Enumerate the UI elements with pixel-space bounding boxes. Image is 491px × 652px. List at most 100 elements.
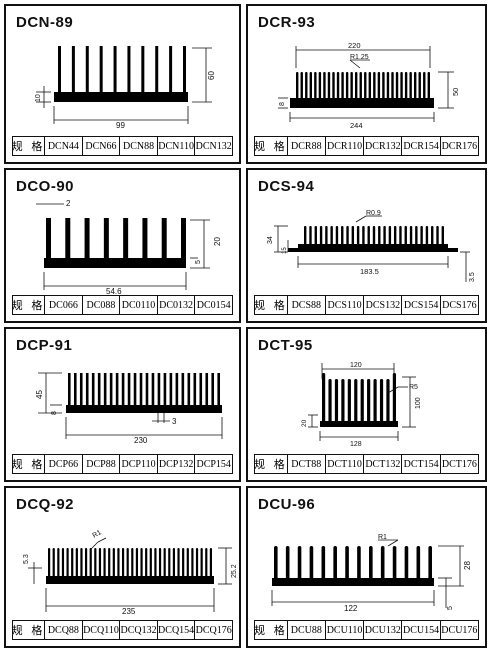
fin	[334, 379, 339, 423]
dim-base: 5.3	[23, 554, 30, 564]
fin	[131, 548, 134, 578]
fin	[392, 546, 397, 580]
dim-base: 5	[447, 606, 454, 610]
fin	[423, 72, 426, 100]
model-cell: DCU176	[439, 621, 478, 639]
fin	[309, 226, 312, 246]
fin	[211, 373, 215, 407]
model-cell: DCR176	[439, 137, 478, 155]
fin	[200, 548, 203, 578]
fin	[304, 226, 307, 246]
spec-label: 规 格	[255, 459, 287, 471]
heatsink-profile	[290, 72, 434, 108]
dim-width: 122	[344, 604, 358, 613]
dim-height: 25.2	[231, 564, 238, 578]
dim-height: 20	[213, 237, 222, 246]
fin	[386, 72, 390, 100]
profile-drawing: R1 235 25.2 5.3	[23, 529, 238, 616]
dim-base: 5	[195, 260, 202, 264]
fin	[97, 373, 101, 407]
fin	[436, 226, 439, 246]
fin	[79, 373, 83, 407]
fin	[168, 548, 171, 578]
fin	[420, 226, 423, 246]
model-cell: DC088	[81, 296, 120, 314]
fin	[186, 548, 189, 578]
fin	[89, 548, 92, 578]
fin	[85, 373, 89, 407]
panel-title: DCR-93	[258, 14, 316, 31]
fin	[347, 379, 351, 423]
fin	[404, 226, 407, 246]
fin	[391, 72, 394, 100]
dim-height: 50	[451, 88, 460, 96]
fin	[52, 548, 55, 578]
model-cell: DCS110	[324, 296, 363, 314]
fin	[380, 546, 385, 580]
fin	[183, 46, 186, 94]
model-cell: DC0110	[119, 296, 157, 314]
model-cell: DCP132	[156, 455, 195, 473]
fin	[274, 546, 278, 580]
fin	[368, 72, 372, 100]
fin	[127, 46, 131, 94]
heatsink-profile	[44, 218, 186, 268]
spec-label: 规 格	[13, 625, 45, 637]
fin	[382, 72, 385, 100]
fin	[85, 46, 89, 94]
fin	[413, 72, 417, 100]
spec-label: 规 格	[13, 141, 45, 153]
dim-height: 34	[267, 236, 274, 244]
model-cell: DCQ110	[81, 621, 120, 639]
heatsink-profile	[320, 373, 398, 427]
fin	[341, 226, 344, 246]
fin	[57, 548, 60, 578]
fin	[99, 46, 103, 94]
profile-drawing: 220 R1.25 244 50 8	[278, 41, 460, 130]
heatsink-profile	[272, 546, 434, 586]
fin	[195, 548, 199, 578]
fin	[84, 548, 88, 578]
dim-width: 230	[134, 436, 148, 445]
fin	[205, 373, 209, 407]
model-cell: DCS88	[286, 296, 325, 314]
dim-height: 100	[415, 397, 422, 409]
model-cell: DCN110	[156, 137, 195, 155]
panel-dco-90: DCO-90 2 54.6 20 5 规 格 DC066 DC088 DC011…	[4, 168, 241, 323]
model-cell: DCU154	[401, 621, 439, 639]
spec-row: 规 格 DCN44 DCN66 DCN88 DCN110 DCN132	[12, 136, 233, 156]
fin	[103, 218, 109, 260]
dim-bottom: 128	[350, 441, 362, 448]
fin	[142, 218, 148, 260]
fin	[367, 379, 371, 423]
profile-drawing: R0.9 183.5 34 15 3.5	[267, 210, 476, 282]
panel-title: DCO-90	[16, 178, 75, 195]
spec-row: 规 格 DCQ88 DCQ110 DCQ132 DCQ154 DCQ176	[12, 620, 233, 640]
fin	[193, 373, 197, 407]
fin	[409, 72, 412, 100]
model-cell: DCS176	[439, 296, 478, 314]
fin	[94, 548, 97, 578]
profile-drawing: 2 54.6 20 5	[36, 199, 222, 295]
fin	[428, 546, 432, 580]
fin	[126, 548, 129, 578]
fin	[379, 379, 384, 423]
fin	[409, 226, 413, 246]
fin	[386, 379, 390, 423]
fin	[341, 379, 345, 423]
fin	[346, 226, 349, 246]
dim-radius: R1.25	[350, 54, 369, 61]
fin	[431, 226, 434, 246]
fin	[182, 548, 185, 578]
model-cell: DCN66	[81, 137, 120, 155]
spec-row: 规 格 DCU88 DCU110 DCU132 DCU154 DCU176	[254, 620, 479, 640]
fin	[383, 226, 386, 246]
model-cell: DCT88	[286, 455, 325, 473]
fin	[175, 373, 179, 407]
fin	[404, 546, 409, 580]
dim-base: 10	[35, 94, 42, 102]
fin	[91, 373, 95, 407]
dim-fin: 2	[66, 199, 71, 208]
fin	[157, 373, 161, 407]
panel-dcn-89: DCN-89 99 60 10 规 格 DCN44 DCN66 DCN88 DC…	[4, 4, 241, 164]
